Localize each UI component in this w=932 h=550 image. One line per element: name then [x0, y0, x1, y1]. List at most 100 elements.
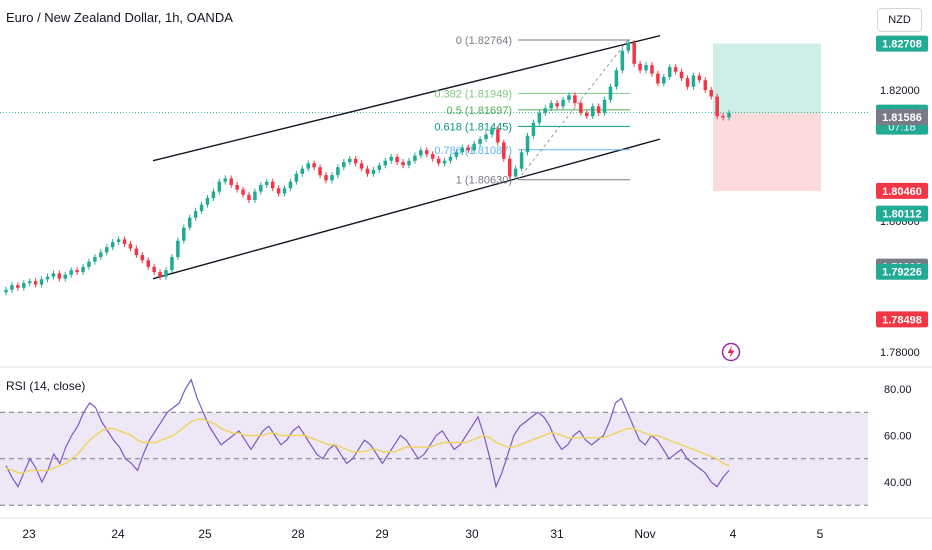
- fib-label-0: 0 (1.82764): [456, 35, 512, 47]
- rsi-title: RSI (14, close): [6, 379, 86, 393]
- candle-body: [620, 50, 625, 71]
- candle-body: [424, 150, 429, 155]
- candle-body: [567, 95, 571, 100]
- price-tick-label: 1.82000: [880, 85, 920, 97]
- candle-body: [39, 279, 44, 285]
- candle-body: [69, 270, 73, 275]
- candle-body: [93, 257, 97, 262]
- candle-body: [288, 181, 293, 189]
- candle-body: [531, 122, 536, 136]
- candle-body: [300, 168, 305, 174]
- candle-body: [223, 178, 228, 182]
- candle-body: [490, 129, 494, 135]
- candle-body: [715, 96, 719, 117]
- candle-body: [673, 67, 678, 72]
- candle-body: [555, 103, 559, 107]
- candle-body: [448, 156, 453, 161]
- fib-label-0.5: 0.5 (1.81697): [447, 105, 512, 117]
- candle-body: [22, 283, 26, 288]
- candle-body: [502, 142, 506, 159]
- candle-body: [419, 150, 423, 156]
- time-tick-label: 4: [730, 527, 737, 541]
- candle-body: [513, 168, 518, 177]
- candle-body: [371, 169, 376, 174]
- candle-body: [590, 106, 595, 117]
- candle-body: [211, 191, 216, 199]
- candle-body: [519, 152, 524, 169]
- candle-body: [685, 78, 690, 87]
- candle-body: [442, 160, 447, 164]
- channel-lower-line: [152, 138, 661, 280]
- channel-upper-line: [152, 34, 661, 162]
- candle-body: [152, 266, 156, 273]
- candle-body: [359, 163, 364, 169]
- bolt-icon[interactable]: [721, 342, 741, 362]
- fib-label-1: 1 (1.80630): [456, 175, 512, 187]
- candle-body: [176, 240, 180, 258]
- time-tick-label: 24: [111, 527, 125, 541]
- price-badge-label: 1.79226: [882, 267, 922, 279]
- time-tick-label: 28: [291, 527, 305, 541]
- candle-body: [413, 155, 417, 161]
- candle-body: [691, 75, 696, 87]
- time-tick-label: 23: [22, 527, 36, 541]
- candle-body: [164, 270, 168, 277]
- time-tick-label: Nov: [634, 527, 655, 541]
- candle-body: [466, 147, 471, 151]
- candle-body: [525, 135, 530, 153]
- candle-body: [632, 42, 636, 64]
- candle-body: [27, 281, 32, 284]
- candle-body: [709, 90, 713, 97]
- candle-body: [697, 75, 702, 81]
- fibonacci-retracement: 0 (1.82764) 0.382 (1.81949) 0.5 (1.81697) 0…: [434, 35, 630, 187]
- candle-body: [667, 67, 672, 77]
- candle-body: [579, 103, 583, 113]
- candle-body: [33, 281, 38, 285]
- candle-body: [128, 243, 133, 249]
- candle-body: [727, 112, 731, 118]
- candle-body: [614, 70, 619, 87]
- candle-body: [45, 276, 50, 280]
- candle-body: [229, 178, 233, 185]
- candle-body: [478, 139, 482, 144]
- candle-body: [460, 147, 465, 153]
- candle-body: [276, 188, 281, 194]
- rsi-line: [5, 378, 730, 489]
- candle-body: [383, 160, 388, 166]
- candle-body: [187, 217, 192, 228]
- candle-body: [626, 42, 631, 51]
- candle-body: [638, 63, 642, 71]
- time-tick-label: 5: [817, 527, 824, 541]
- candle-body: [543, 108, 548, 113]
- candle-body: [158, 272, 162, 277]
- rsi-tick-label: 60.00: [884, 431, 912, 443]
- candle-body: [342, 162, 346, 168]
- grid: [0, 112, 932, 519]
- rsi-panel: 80.00 60.00 40.00: [0, 378, 912, 506]
- candle-body: [436, 158, 441, 164]
- candle-body: [324, 175, 328, 181]
- price-tick-label: 1.78000: [880, 347, 920, 359]
- candle-body: [395, 156, 399, 163]
- price-badge-label: 1.80112: [882, 209, 921, 221]
- candle-body: [57, 273, 62, 279]
- candle-body: [602, 99, 607, 113]
- candle-body: [703, 80, 708, 90]
- candle-body: [63, 274, 68, 279]
- price-badge: [876, 109, 928, 126]
- candle-body: [656, 73, 660, 84]
- candle-body: [241, 189, 245, 195]
- candle-body: [407, 160, 411, 166]
- currency-button[interactable]: NZD: [877, 8, 922, 32]
- candle-body: [401, 162, 405, 166]
- profit-zone: [713, 43, 821, 113]
- candle-body: [87, 261, 91, 267]
- rsi-tick-label: 80.00: [884, 384, 912, 396]
- candle-body: [365, 168, 370, 174]
- candle-body: [259, 184, 263, 192]
- price-badge-label: 1.82708: [882, 39, 922, 51]
- candle-body: [430, 154, 435, 159]
- trade-zone: [713, 43, 821, 191]
- candle-body: [253, 191, 257, 201]
